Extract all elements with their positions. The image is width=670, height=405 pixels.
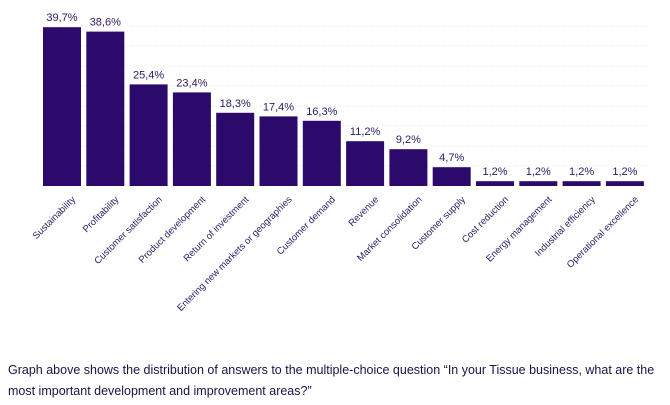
bar [605, 181, 644, 186]
value-label: 39,7% [46, 12, 77, 24]
value-label: 1,2% [526, 166, 551, 178]
bars [43, 27, 644, 187]
value-label: 38,6% [90, 17, 121, 29]
value-label: 11,2% [350, 126, 381, 138]
value-label: 23,4% [176, 77, 207, 89]
bar [86, 31, 125, 186]
category-label: Revenue [347, 194, 382, 229]
bar [129, 84, 168, 186]
value-label: 9,2% [396, 134, 421, 146]
bar [432, 167, 471, 186]
bar [476, 181, 514, 186]
chart-caption: Graph above shows the distribution of an… [8, 363, 655, 398]
bar [302, 120, 341, 186]
value-label: 4,7% [439, 152, 464, 164]
bar [259, 116, 298, 186]
value-label: 25,4% [133, 69, 164, 81]
bar [562, 181, 601, 186]
bar [519, 181, 558, 186]
category-label: Profitability [81, 194, 122, 235]
value-label: 1,2% [482, 166, 507, 178]
category-label: Operational excellence [565, 194, 641, 270]
bar [43, 27, 81, 187]
bar [172, 92, 211, 186]
value-label: 17,4% [263, 101, 294, 113]
value-label: 16,3% [306, 106, 337, 118]
bar [216, 112, 255, 186]
bar [389, 149, 428, 186]
value-label: 1,2% [569, 166, 594, 178]
bar-chart: 39,7% 38,6% 25,4% 23,4% 18,3% 17,4% 16,3% 11,2%… [31, 12, 650, 314]
value-label: 18,3% [220, 98, 251, 110]
value-label: 1,2% [612, 166, 637, 178]
value-labels: 39,7% 38,6% 25,4% 23,4% 18,3% 17,4% 16,3% 11,2%… [46, 12, 637, 178]
category-label: Sustainability [31, 194, 79, 242]
bar [346, 141, 385, 186]
